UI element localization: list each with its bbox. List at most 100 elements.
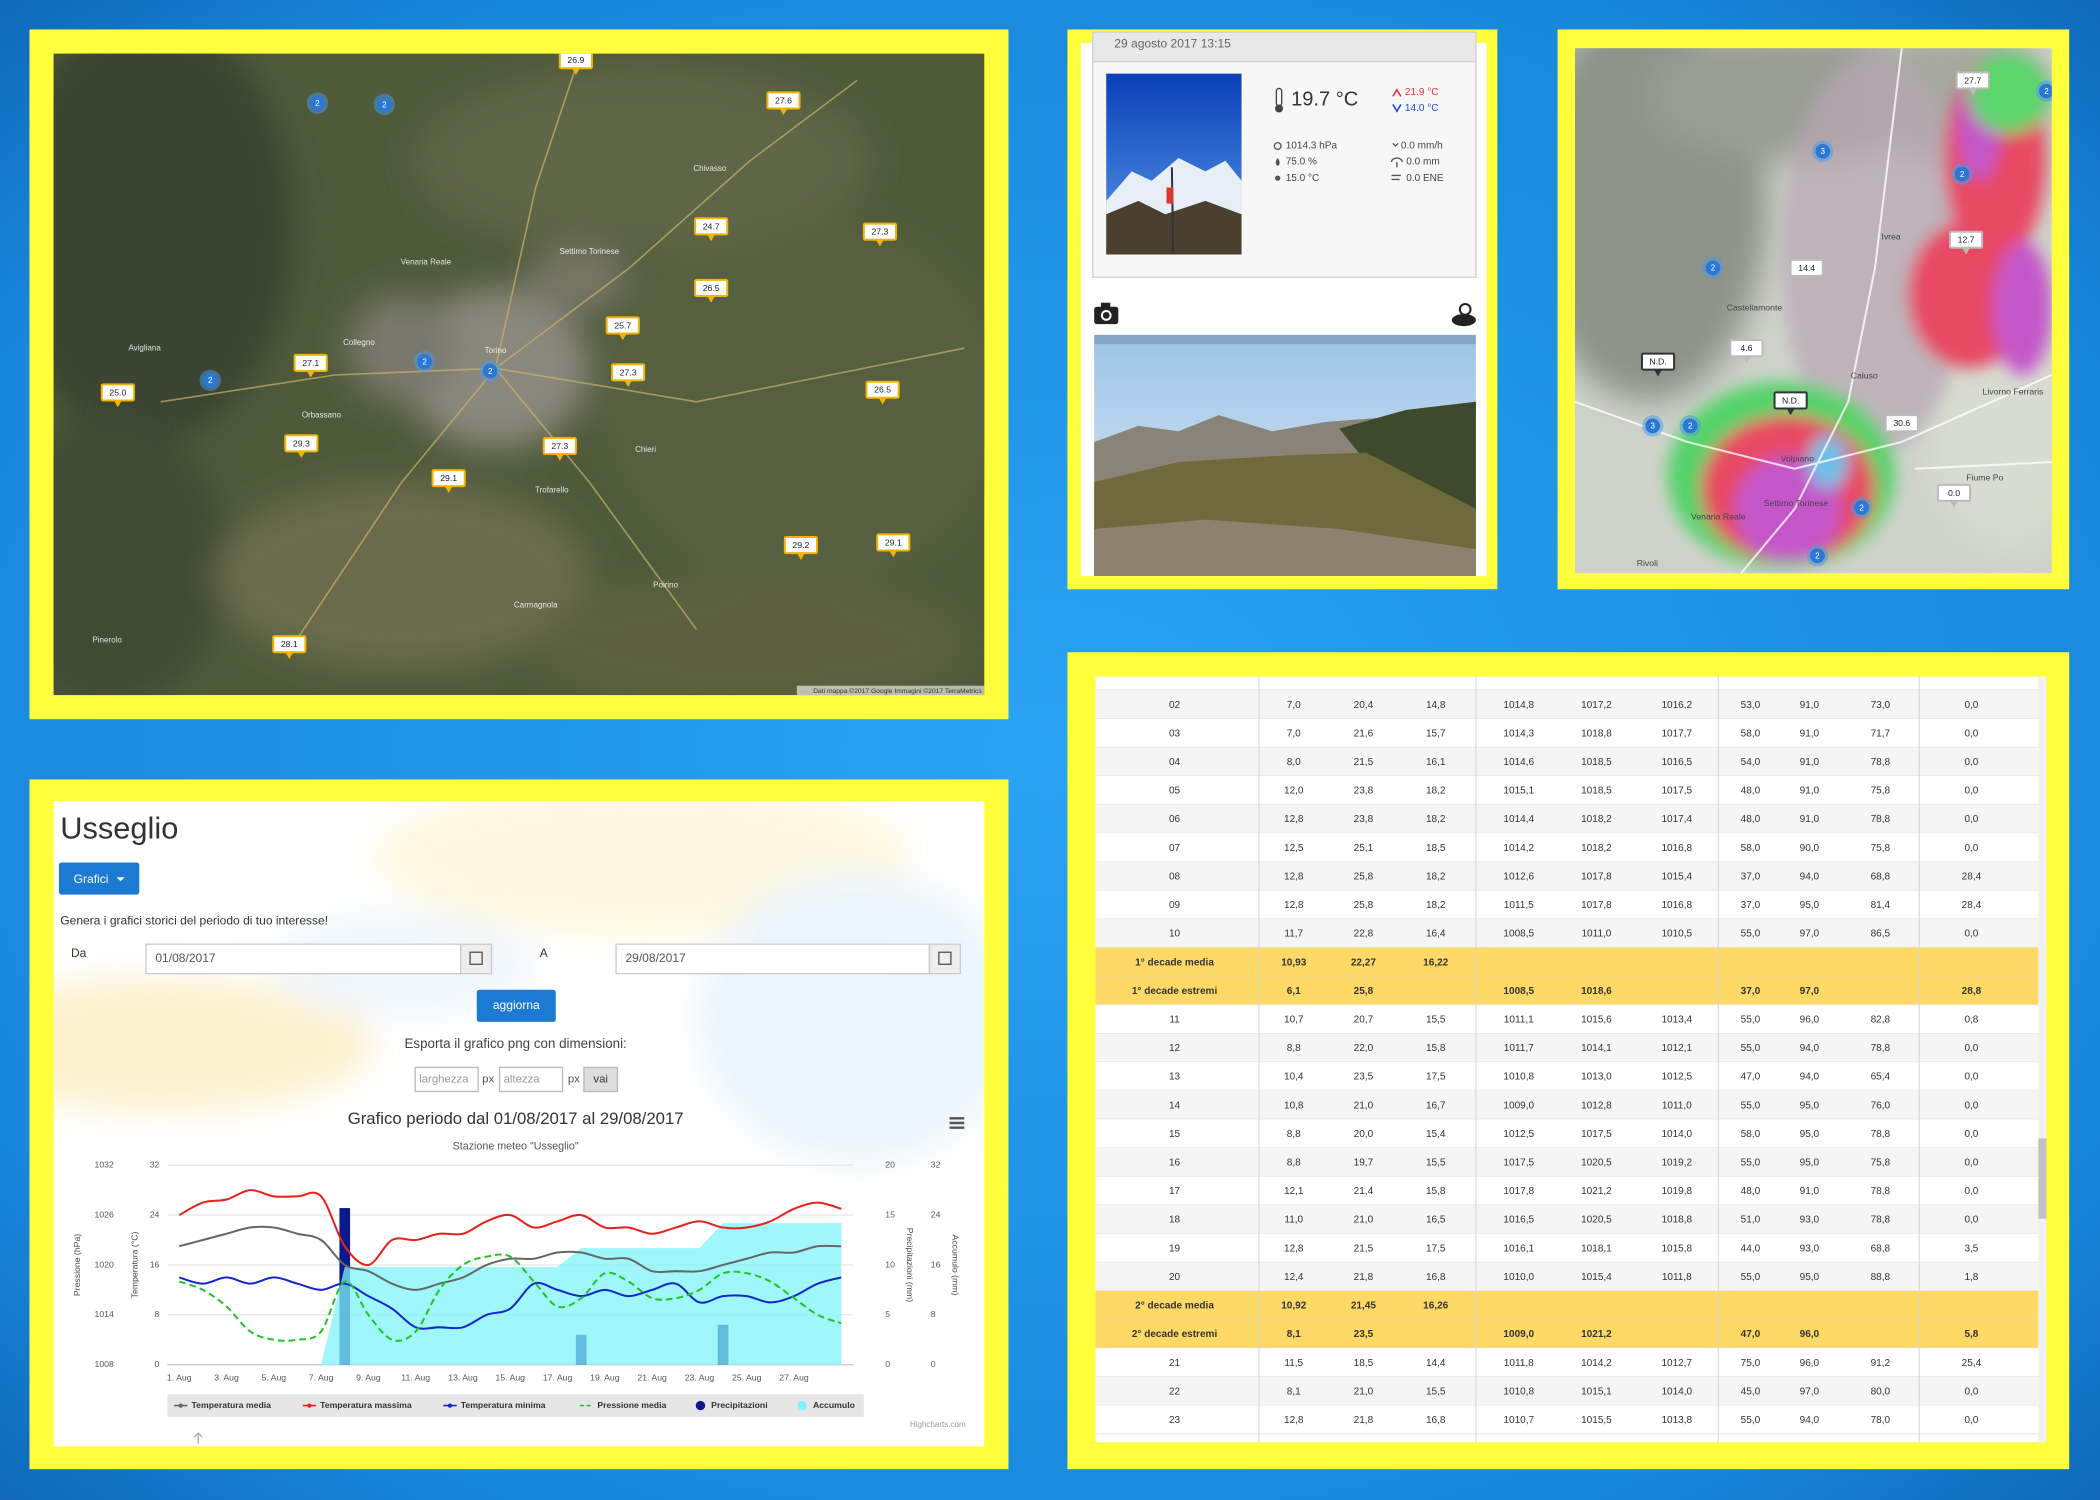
temperature-marker[interactable]: 27.3	[611, 363, 646, 388]
temperature-marker[interactable]: 12.7	[1948, 230, 1984, 255]
cluster-marker[interactable]: 2	[1702, 257, 1724, 279]
height-input[interactable]	[498, 1066, 564, 1093]
place-label: Settimo Torinese	[1764, 498, 1829, 508]
width-placeholder: larghezza	[419, 1073, 469, 1085]
input-value[interactable]: 01/08/2017	[155, 951, 216, 965]
table-cell: 1012,8	[1581, 1100, 1612, 1111]
station-photo[interactable]	[1106, 73, 1242, 255]
temperature-marker[interactable]: 27.3	[542, 436, 577, 461]
y-tick-label: 0	[931, 1359, 936, 1369]
temperature-marker[interactable]: 27.1	[293, 353, 328, 378]
temperature-marker[interactable]: 29.1	[431, 469, 466, 493]
x-tick-label: 27. Aug	[779, 1372, 809, 1382]
go-button[interactable]: vai	[583, 1066, 619, 1093]
chart-subtitle: Stazione meteo "Usseglio"	[453, 1140, 579, 1152]
satellite-map[interactable]: Torino Chivasso Settimo Torinese Venaria Re…	[0, 13, 1004, 709]
temperature-marker[interactable]: 29.2	[783, 536, 818, 560]
temperature-marker[interactable]: 29.3	[284, 434, 319, 459]
cluster-marker[interactable]: 2	[479, 360, 501, 382]
temperature-marker[interactable]: 4.6	[1729, 339, 1764, 363]
legend-item[interactable]: Temperatura minima	[443, 1400, 546, 1410]
input-value[interactable]: 29/08/2017	[625, 951, 686, 965]
table-cell: 19	[1169, 1243, 1181, 1254]
marker-label: 27.3	[620, 367, 637, 377]
table-cell: 1018,8	[1581, 728, 1612, 739]
table-cell: 15,4	[1426, 1129, 1446, 1140]
x-tick-label: 19. Aug	[590, 1372, 620, 1382]
table-cell: 22	[1169, 1386, 1181, 1397]
temperature-marker[interactable]: N.D.	[1640, 352, 1676, 377]
legend-item[interactable]: Temperatura massima	[302, 1400, 412, 1410]
button-label[interactable]: Grafici	[74, 872, 109, 886]
scrollbar-thumb[interactable]	[2038, 1138, 2047, 1219]
cluster-marker[interactable]: 2	[1850, 496, 1873, 519]
camera-icon[interactable]	[1094, 302, 1119, 325]
cluster-marker[interactable]: 2	[1806, 545, 1829, 567]
table-cell: 82,8	[1871, 1014, 1891, 1025]
width-input[interactable]	[414, 1066, 479, 1093]
temperature-marker[interactable]: 14.4	[1789, 258, 1824, 283]
legend-item[interactable]: Accumulo	[797, 1400, 855, 1411]
heat-map[interactable]: Ivrea Castellamonte Caluso Volpiano Settimo …	[1527, 0, 2089, 574]
table-cell: 1013,8	[1661, 1415, 1692, 1426]
scrollbar-track[interactable]	[2038, 676, 2047, 1443]
cluster-marker[interactable]: 2	[1679, 415, 1701, 437]
table-cell: 25,1	[1354, 843, 1374, 854]
place-label: Chivasso	[693, 164, 727, 173]
from-input[interactable]: 01/08/2017	[145, 943, 493, 975]
temperature-marker[interactable]: 30.6	[1884, 414, 1919, 438]
table-cell: 55,0	[1741, 1014, 1761, 1025]
table-cell: 11,7	[1284, 929, 1303, 940]
temperature-marker[interactable]: 25.7	[605, 316, 640, 341]
marker-pointer	[297, 451, 306, 459]
button-label[interactable]: vai	[593, 1073, 608, 1085]
temperature-marker[interactable]: 25.0	[100, 383, 135, 408]
cluster-marker[interactable]: 3	[1641, 415, 1664, 437]
legend-label: Pressione media	[597, 1400, 666, 1410]
rain-rate-icon	[1392, 142, 1399, 147]
table-cell: 1018,1	[1581, 1243, 1612, 1254]
table-cell: 1012,1	[1661, 1043, 1692, 1054]
legend-item[interactable]: Temperatura media	[174, 1400, 271, 1410]
table-cell: 1016,2	[1661, 700, 1692, 711]
table-cell: 1010,0	[1503, 1272, 1534, 1283]
cluster-marker[interactable]: 2	[306, 92, 329, 114]
to-input[interactable]: 29/08/2017	[615, 943, 961, 975]
table-cell: 15	[1169, 1129, 1181, 1140]
cluster-marker[interactable]: 2	[2035, 80, 2057, 102]
webcam-image[interactable]	[1094, 334, 1476, 576]
calendar-button[interactable]	[928, 943, 961, 975]
cluster-marker[interactable]: 2	[1951, 163, 1973, 185]
chart-credits[interactable]: Highcharts.com	[910, 1420, 966, 1429]
temperature-marker[interactable]: 26.5	[694, 278, 729, 303]
cluster-marker[interactable]: 2	[413, 350, 436, 373]
temperature-marker[interactable]: 0.0	[1936, 483, 1972, 508]
charts-dropdown[interactable]: Grafici	[58, 862, 140, 895]
temperature-marker[interactable]: 27.6	[766, 91, 801, 116]
table-cell: 8,8	[1287, 1043, 1301, 1054]
table-row	[1095, 718, 2039, 748]
button-label[interactable]: aggiorna	[493, 998, 540, 1012]
temperature-marker[interactable]: 29.1	[876, 533, 911, 558]
temperature-marker[interactable]: 26.5	[865, 380, 900, 405]
cluster-marker[interactable]: 3	[1812, 140, 1834, 163]
temperature-marker[interactable]: 27.7	[1955, 71, 1990, 96]
cluster-marker[interactable]: 2	[373, 93, 396, 116]
calendar-button[interactable]	[460, 943, 493, 975]
temperature-marker[interactable]: 28.1	[272, 635, 307, 659]
y-tick-label: 15	[885, 1209, 895, 1219]
table-cell: 96,0	[1800, 1329, 1820, 1340]
update-button[interactable]: aggiorna	[476, 989, 556, 1022]
legend-item[interactable]: Precipitazioni	[695, 1400, 768, 1411]
temperature-marker[interactable]: 26.9	[558, 52, 593, 75]
chart-menu[interactable]	[949, 1117, 965, 1129]
temperature-marker[interactable]: 27.3	[862, 222, 897, 247]
cluster-marker[interactable]: 2	[199, 369, 221, 392]
humidity-icon	[1275, 158, 1280, 167]
forecast-icon[interactable]	[1451, 303, 1476, 327]
station-date: 29 agosto 2017 13:15	[1114, 36, 1231, 50]
temperature-marker[interactable]: 24.7	[694, 217, 729, 242]
marker-box	[1640, 352, 1676, 371]
table-cell: 1009,0	[1503, 1100, 1534, 1111]
temperature-marker[interactable]: N.D.	[1773, 391, 1808, 416]
